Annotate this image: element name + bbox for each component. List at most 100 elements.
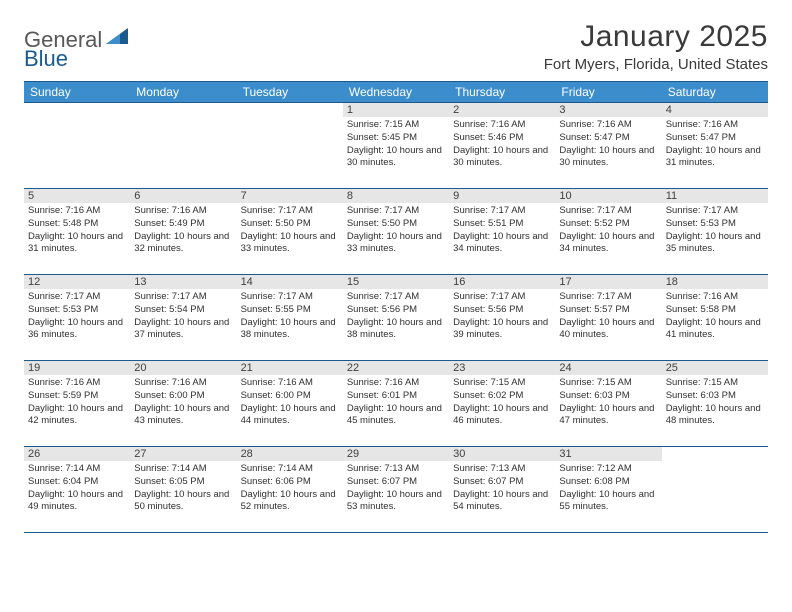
calendar-week-row: 19 Sunrise: 7:16 AMSunset: 5:59 PMDayligh… <box>24 361 768 447</box>
day-number: 17 <box>555 275 661 289</box>
calendar-day-cell: 2 Sunrise: 7:16 AMSunset: 5:46 PMDaylight… <box>449 103 555 189</box>
calendar-week-row: 12 Sunrise: 7:17 AMSunset: 5:53 PMDayligh… <box>24 275 768 361</box>
day-header: Saturday <box>662 82 768 103</box>
day-info: Sunrise: 7:14 AMSunset: 6:04 PMDaylight:… <box>28 463 126 514</box>
day-number: 26 <box>24 447 130 461</box>
day-info: Sunrise: 7:15 AMSunset: 6:03 PMDaylight:… <box>666 377 764 428</box>
calendar-day-cell: 22 Sunrise: 7:16 AMSunset: 6:01 PMDayligh… <box>343 361 449 447</box>
day-number: 6 <box>130 189 236 203</box>
day-header: Friday <box>555 82 661 103</box>
calendar-day-cell: 20 Sunrise: 7:16 AMSunset: 6:00 PMDayligh… <box>130 361 236 447</box>
day-number: 1 <box>343 103 449 117</box>
calendar-day-cell: 19 Sunrise: 7:16 AMSunset: 5:59 PMDayligh… <box>24 361 130 447</box>
day-header: Thursday <box>449 82 555 103</box>
day-info: Sunrise: 7:14 AMSunset: 6:05 PMDaylight:… <box>134 463 232 514</box>
calendar-day-cell: 25Sunrise: 7:15 AMSunset: 6:03 PMDayligh… <box>662 361 768 447</box>
day-number: 27 <box>130 447 236 461</box>
day-header: Wednesday <box>343 82 449 103</box>
day-info: Sunrise: 7:17 AMSunset: 5:50 PMDaylight:… <box>347 205 445 256</box>
calendar-day-cell: 21 Sunrise: 7:16 AMSunset: 6:00 PMDayligh… <box>237 361 343 447</box>
calendar-day-cell: 8 Sunrise: 7:17 AMSunset: 5:50 PMDaylight… <box>343 189 449 275</box>
calendar-body: 1 Sunrise: 7:15 AMSunset: 5:45 PMDaylight… <box>24 103 768 533</box>
calendar-week-row: 5Sunrise: 7:16 AMSunset: 5:48 PMDaylight… <box>24 189 768 275</box>
day-info: Sunrise: 7:17 AMSunset: 5:53 PMDaylight:… <box>28 291 126 342</box>
calendar-day-cell: 3 Sunrise: 7:16 AMSunset: 5:47 PMDaylight… <box>555 103 661 189</box>
calendar-day-cell: 17 Sunrise: 7:17 AMSunset: 5:57 PMDayligh… <box>555 275 661 361</box>
calendar-week-row: 26 Sunrise: 7:14 AMSunset: 6:04 PMDayligh… <box>24 447 768 533</box>
day-number: 16 <box>449 275 555 289</box>
day-number: 8 <box>343 189 449 203</box>
day-info: Sunrise: 7:17 AMSunset: 5:52 PMDaylight:… <box>559 205 657 256</box>
calendar-day-cell: 11 Sunrise: 7:17 AMSunset: 5:53 PMDayligh… <box>662 189 768 275</box>
day-number: 4 <box>662 103 768 117</box>
calendar-day-cell: 12 Sunrise: 7:17 AMSunset: 5:53 PMDayligh… <box>24 275 130 361</box>
day-info: Sunrise: 7:16 AMSunset: 5:47 PMDaylight:… <box>559 119 657 170</box>
day-info: Sunrise: 7:15 AMSunset: 6:03 PMDaylight:… <box>559 377 657 428</box>
day-info: Sunrise: 7:17 AMSunset: 5:54 PMDaylight:… <box>134 291 232 342</box>
calendar-day-cell: 13Sunrise: 7:17 AMSunset: 5:54 PMDayligh… <box>130 275 236 361</box>
calendar-day-cell: 23Sunrise: 7:15 AMSunset: 6:02 PMDayligh… <box>449 361 555 447</box>
brand-name-2-wrap: Blue <box>24 46 68 72</box>
calendar-day-cell: 15Sunrise: 7:17 AMSunset: 5:56 PMDayligh… <box>343 275 449 361</box>
day-info: Sunrise: 7:17 AMSunset: 5:57 PMDaylight:… <box>559 291 657 342</box>
calendar-table: SundayMondayTuesdayWednesdayThursdayFrid… <box>24 81 768 533</box>
calendar-day-cell <box>662 447 768 533</box>
calendar-day-cell: 9Sunrise: 7:17 AMSunset: 5:51 PMDaylight… <box>449 189 555 275</box>
day-number: 31 <box>555 447 661 461</box>
calendar-day-cell: 31 Sunrise: 7:12 AMSunset: 6:08 PMDayligh… <box>555 447 661 533</box>
calendar-week-row: 1 Sunrise: 7:15 AMSunset: 5:45 PMDaylight… <box>24 103 768 189</box>
calendar-day-cell <box>24 103 130 189</box>
day-number: 12 <box>24 275 130 289</box>
triangle-icon <box>104 26 130 53</box>
day-info: Sunrise: 7:15 AMSunset: 6:02 PMDaylight:… <box>453 377 551 428</box>
day-info: Sunrise: 7:16 AMSunset: 6:00 PMDaylight:… <box>134 377 232 428</box>
day-number: 22 <box>343 361 449 375</box>
day-number: 2 <box>449 103 555 117</box>
title-block: January 2025 Fort Myers, Florida, United… <box>544 20 768 73</box>
calendar-day-cell: 26 Sunrise: 7:14 AMSunset: 6:04 PMDayligh… <box>24 447 130 533</box>
day-number: 20 <box>130 361 236 375</box>
calendar-day-cell: 6 Sunrise: 7:16 AMSunset: 5:49 PMDaylight… <box>130 189 236 275</box>
day-number: 3 <box>555 103 661 117</box>
day-info: Sunrise: 7:16 AMSunset: 6:00 PMDaylight:… <box>241 377 339 428</box>
day-number: 7 <box>237 189 343 203</box>
calendar-day-cell: 5Sunrise: 7:16 AMSunset: 5:48 PMDaylight… <box>24 189 130 275</box>
day-info: Sunrise: 7:16 AMSunset: 5:58 PMDaylight:… <box>666 291 764 342</box>
day-number: 28 <box>237 447 343 461</box>
brand-name-2: Blue <box>24 46 68 71</box>
day-info: Sunrise: 7:17 AMSunset: 5:56 PMDaylight:… <box>347 291 445 342</box>
calendar-day-cell: 16Sunrise: 7:17 AMSunset: 5:56 PMDayligh… <box>449 275 555 361</box>
day-info: Sunrise: 7:17 AMSunset: 5:55 PMDaylight:… <box>241 291 339 342</box>
day-info: Sunrise: 7:16 AMSunset: 5:48 PMDaylight:… <box>28 205 126 256</box>
month-title: January 2025 <box>544 20 768 54</box>
day-info: Sunrise: 7:16 AMSunset: 5:47 PMDaylight:… <box>666 119 764 170</box>
calendar-day-cell: 7Sunrise: 7:17 AMSunset: 5:50 PMDaylight… <box>237 189 343 275</box>
calendar-day-cell: 14 Sunrise: 7:17 AMSunset: 5:55 PMDayligh… <box>237 275 343 361</box>
calendar-day-cell: 30 Sunrise: 7:13 AMSunset: 6:07 PMDayligh… <box>449 447 555 533</box>
calendar-day-cell <box>237 103 343 189</box>
day-info: Sunrise: 7:12 AMSunset: 6:08 PMDaylight:… <box>559 463 657 514</box>
day-number: 19 <box>24 361 130 375</box>
day-info: Sunrise: 7:15 AMSunset: 5:45 PMDaylight:… <box>347 119 445 170</box>
calendar-header-row: SundayMondayTuesdayWednesdayThursdayFrid… <box>24 82 768 103</box>
day-number: 18 <box>662 275 768 289</box>
day-number: 10 <box>555 189 661 203</box>
day-info: Sunrise: 7:17 AMSunset: 5:51 PMDaylight:… <box>453 205 551 256</box>
day-info: Sunrise: 7:16 AMSunset: 5:46 PMDaylight:… <box>453 119 551 170</box>
calendar-day-cell: 29Sunrise: 7:13 AMSunset: 6:07 PMDayligh… <box>343 447 449 533</box>
day-info: Sunrise: 7:17 AMSunset: 5:53 PMDaylight:… <box>666 205 764 256</box>
day-info: Sunrise: 7:16 AMSunset: 5:59 PMDaylight:… <box>28 377 126 428</box>
day-number: 30 <box>449 447 555 461</box>
day-number: 11 <box>662 189 768 203</box>
calendar-page: General January 2025 Fort Myers, Florida… <box>0 0 792 553</box>
day-info: Sunrise: 7:16 AMSunset: 6:01 PMDaylight:… <box>347 377 445 428</box>
calendar-day-cell: 4 Sunrise: 7:16 AMSunset: 5:47 PMDaylight… <box>662 103 768 189</box>
day-number: 14 <box>237 275 343 289</box>
day-info: Sunrise: 7:16 AMSunset: 5:49 PMDaylight:… <box>134 205 232 256</box>
day-number: 21 <box>237 361 343 375</box>
day-info: Sunrise: 7:14 AMSunset: 6:06 PMDaylight:… <box>241 463 339 514</box>
day-info: Sunrise: 7:13 AMSunset: 6:07 PMDaylight:… <box>453 463 551 514</box>
day-header: Tuesday <box>237 82 343 103</box>
calendar-day-cell: 27 Sunrise: 7:14 AMSunset: 6:05 PMDayligh… <box>130 447 236 533</box>
calendar-day-cell: 24Sunrise: 7:15 AMSunset: 6:03 PMDayligh… <box>555 361 661 447</box>
